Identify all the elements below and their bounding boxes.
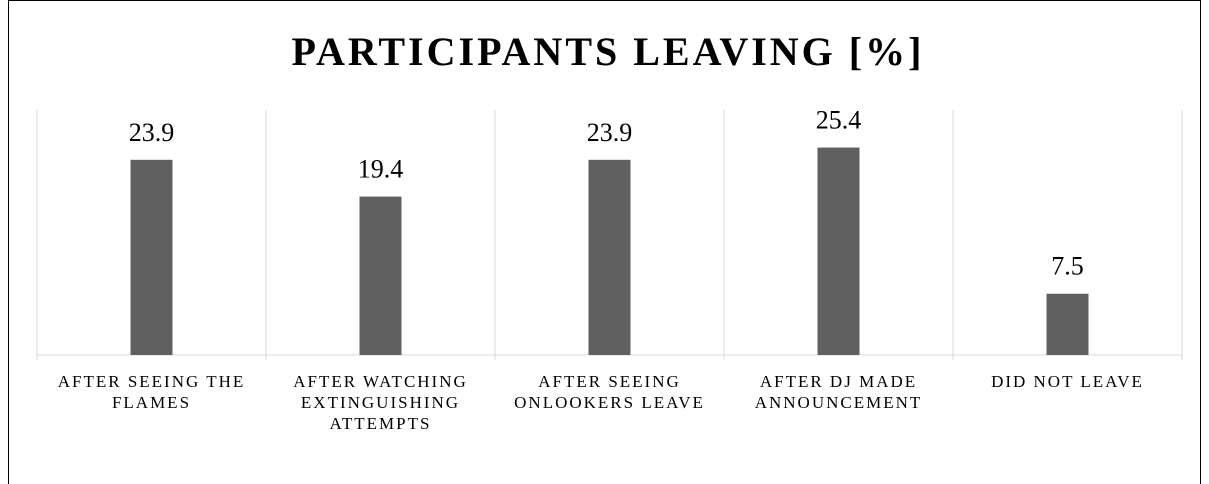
- data-label: 23.9: [587, 118, 633, 147]
- x-tick-label: AFTER SEEING THE FLAMES: [58, 372, 246, 412]
- bar: [817, 147, 860, 355]
- x-tick-label: AFTER DJ MADE ANNOUNCEMENT: [755, 372, 923, 412]
- x-tick-label: DID NOT LEAVE: [991, 372, 1144, 391]
- bar: [1046, 293, 1089, 355]
- bar: [588, 159, 631, 355]
- data-label: 19.4: [358, 155, 404, 184]
- x-tick-label: AFTER SEEING ONLOOKERS LEAVE: [514, 372, 705, 412]
- bar: [359, 196, 402, 355]
- x-tick-label: AFTER WATCHING EXTINGUISHING ATTEMPTS: [293, 372, 468, 433]
- chart-title: PARTICIPANTS LEAVING [%]: [292, 29, 925, 74]
- data-label: 7.5: [1051, 252, 1084, 281]
- bar: [130, 159, 173, 355]
- data-label: 25.4: [816, 106, 862, 135]
- data-label: 23.9: [129, 118, 175, 147]
